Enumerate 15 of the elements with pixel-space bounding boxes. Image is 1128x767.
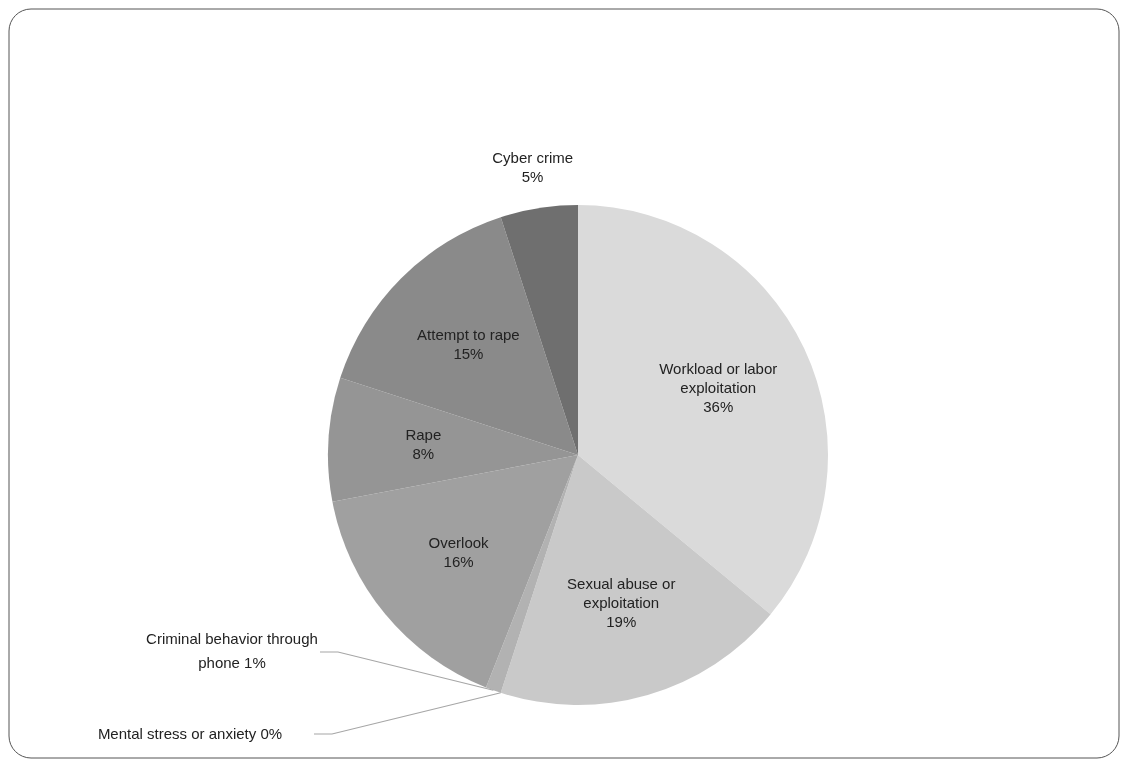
data-label: 15%	[453, 344, 484, 362]
slice-label: Attempt to rape	[417, 325, 520, 343]
slice-label: Criminal behavior through phone 1%	[146, 630, 318, 671]
data-label: 36%	[703, 397, 734, 415]
slice-label: Overlook	[428, 534, 490, 552]
slice-label: Rape	[405, 425, 442, 443]
slice-label: Sexual abuse or exploitation	[567, 574, 676, 611]
data-label: 5%	[521, 168, 544, 186]
category-label: Mental stress or anxiety 0%	[97, 725, 283, 742]
data-label: 19%	[606, 612, 637, 630]
pie-slice	[500, 455, 771, 705]
slice-label: Workload or labor exploitation	[659, 359, 778, 396]
slice-label: Cyber crime	[492, 149, 574, 167]
data-label: 16%	[443, 553, 474, 571]
data-label: 8%	[412, 444, 435, 462]
